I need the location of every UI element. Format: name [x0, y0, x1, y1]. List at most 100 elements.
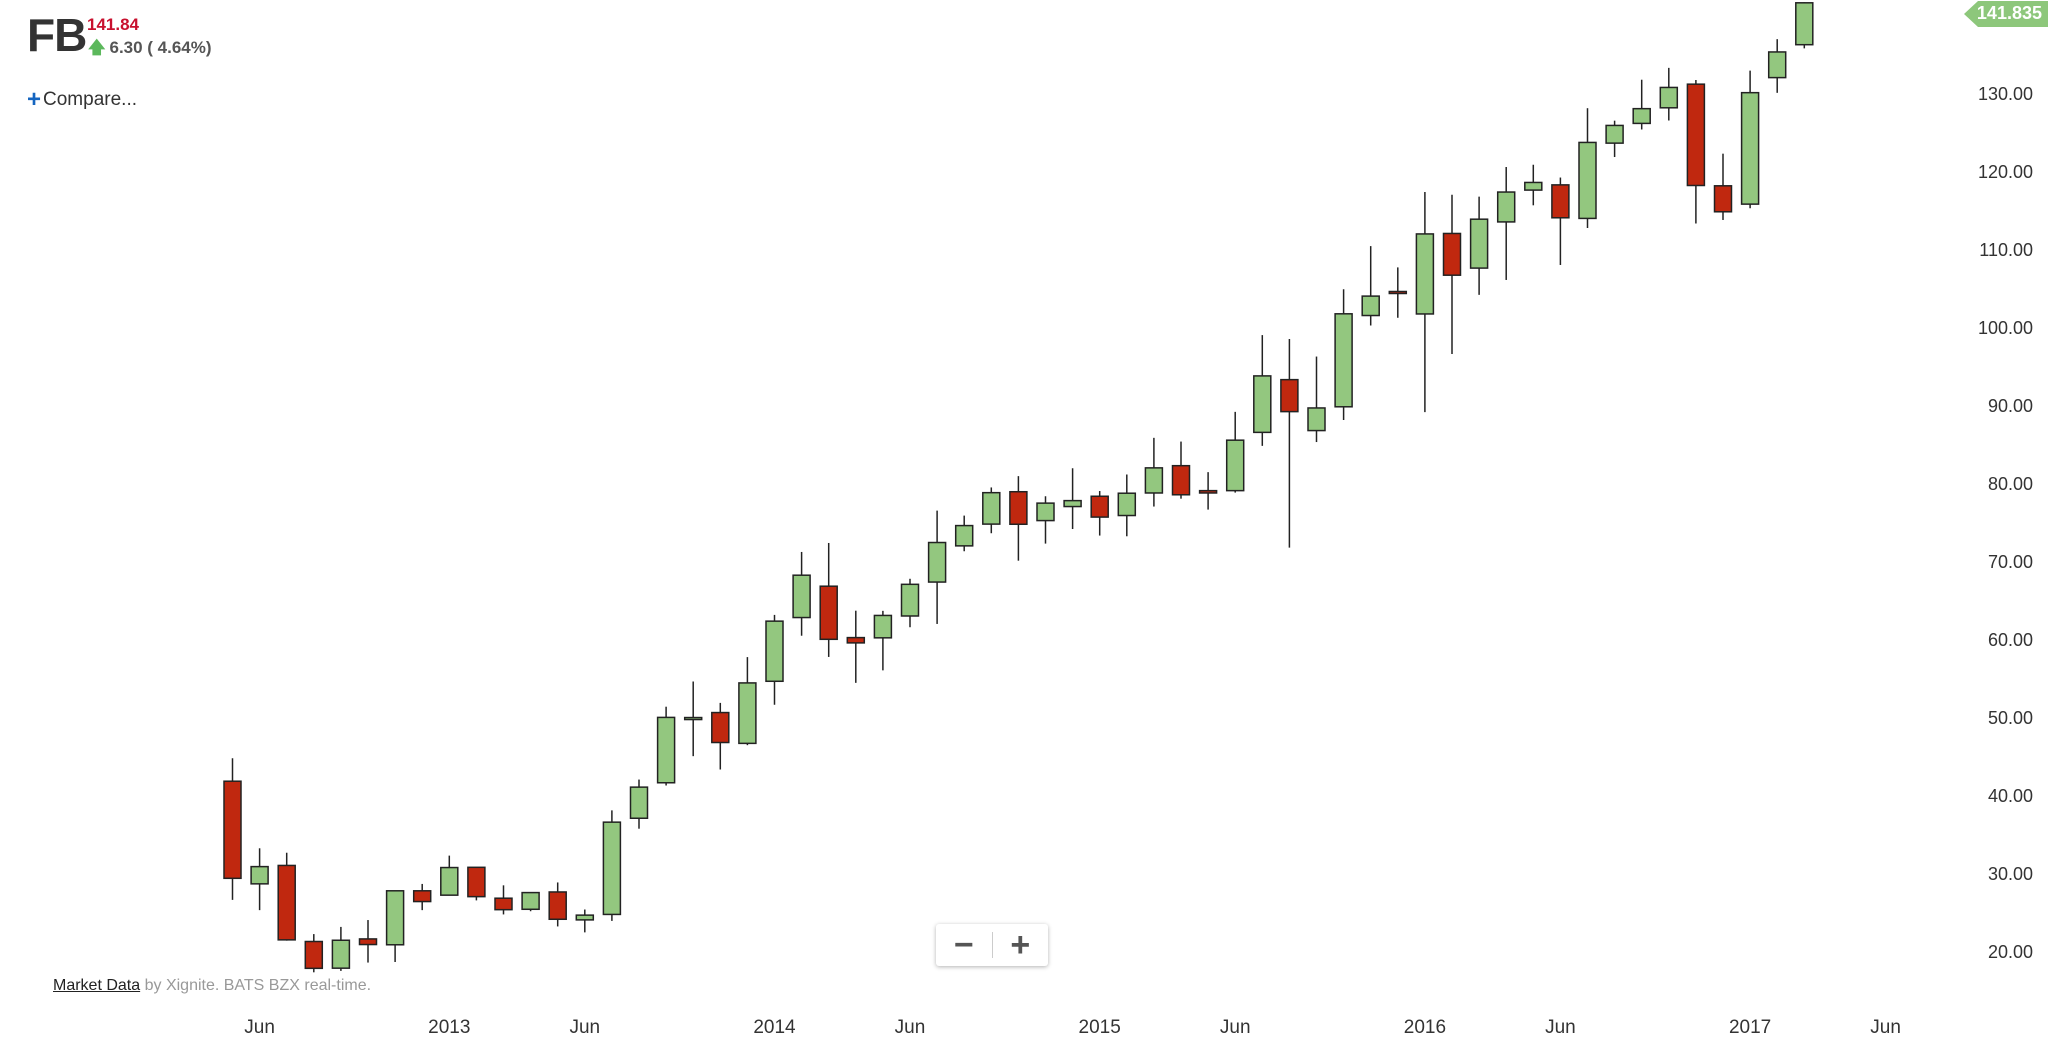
change-text: 6.30 ( 4.64%): [109, 38, 212, 57]
price: 141.84: [87, 15, 139, 34]
candle-body: [440, 866, 459, 896]
candle-body: [1361, 295, 1380, 317]
candle-body: [1090, 495, 1109, 518]
x-tick-label: Jun: [1870, 1017, 1901, 1038]
candle-body: [629, 786, 649, 820]
candle-body: [1388, 290, 1408, 295]
candle-body: [385, 890, 405, 946]
candle-body: [602, 821, 622, 916]
candle-body: [250, 865, 269, 885]
x-tick-label: 2015: [1079, 1017, 1121, 1038]
last-price-tag: [1964, 1, 2048, 27]
y-tick-label: 110.00: [1979, 240, 2033, 260]
y-tick-label: 20.00: [1988, 942, 2033, 962]
candle-body: [711, 711, 730, 744]
x-tick-label: Jun: [244, 1017, 275, 1038]
candle-body: [277, 864, 296, 941]
candle-body: [467, 866, 486, 898]
candle-body: [1740, 91, 1760, 205]
candle-body: [223, 780, 242, 880]
y-tick-label: 70.00: [1988, 552, 2033, 572]
last-price-label: 141.835: [1977, 3, 2042, 23]
x-tick-label: 2016: [1404, 1017, 1446, 1038]
candle-body: [1767, 51, 1787, 79]
candle-body: [575, 914, 595, 921]
candle-body: [1605, 124, 1624, 144]
y-tick-label: 100.00: [1978, 318, 2033, 338]
candle-body: [792, 574, 811, 619]
candle-body: [982, 491, 1001, 525]
candle-body: [1551, 184, 1570, 219]
candle-body: [412, 890, 432, 903]
candle-body: [1171, 464, 1191, 496]
candle-body: [1578, 141, 1597, 220]
candle-body: [1253, 375, 1272, 434]
compare-text: Compare...: [43, 89, 137, 110]
candle-body: [304, 940, 324, 970]
zoom-out[interactable]: −: [953, 926, 974, 964]
x-tick-label: Jun: [1545, 1017, 1576, 1038]
candle-body: [873, 614, 893, 639]
footer-text: by Xignite. BATS BZX real-time.: [144, 977, 372, 994]
y-tick-label: 130.00: [1978, 84, 2033, 104]
candle-body: [548, 891, 567, 921]
candle-body: [656, 716, 676, 784]
candle-body: [1280, 378, 1299, 413]
symbol: FB: [27, 9, 87, 61]
plus-icon: +: [27, 86, 42, 113]
candle-body: [494, 897, 513, 911]
x-tick-label: 2013: [428, 1017, 470, 1038]
y-tick-label: 80.00: [1988, 474, 2033, 494]
separator: [991, 932, 993, 958]
candle-body: [683, 716, 703, 721]
candle-body: [1442, 232, 1462, 276]
y-tick-label: 30.00: [1988, 864, 2033, 884]
zoom-in[interactable]: +: [1010, 926, 1031, 964]
x-tick-label: 2017: [1729, 1017, 1771, 1038]
zoom-control: − +: [936, 924, 1048, 966]
candle-body: [358, 938, 378, 946]
candle-body: [900, 583, 920, 617]
price-change: 🡅 6.30 ( 4.64%): [88, 35, 212, 64]
candle-body: [1469, 218, 1489, 269]
candle-body: [819, 585, 838, 641]
candle-body: [1063, 499, 1082, 508]
candle-body: [738, 682, 757, 745]
y-tick-label: 120.00: [1978, 162, 2033, 182]
candle-body: [1524, 181, 1543, 191]
market-data-link[interactable]: Market Data: [53, 977, 141, 994]
x-tick-label: Jun: [895, 1017, 926, 1038]
y-tick-label: 60.00: [1988, 630, 2033, 650]
candle-body: [331, 939, 351, 969]
candle-body: [927, 541, 947, 583]
x-tick-label: Jun: [1220, 1017, 1251, 1038]
y-tick-label: 90.00: [1988, 396, 2033, 416]
candle-body: [765, 620, 784, 683]
candle-body: [846, 636, 866, 644]
candle-body: [1496, 191, 1516, 223]
up-arrow: 🡅: [88, 38, 106, 57]
y-tick-label: 50.00: [1988, 708, 2033, 728]
candle-body: [1198, 489, 1218, 494]
candle-body: [521, 891, 540, 911]
x-tick-label: Jun: [569, 1017, 600, 1038]
candle-body: [1659, 86, 1679, 109]
candle-body: [1334, 313, 1353, 408]
candle-body: [1713, 185, 1733, 213]
candle-body: [1225, 439, 1245, 492]
candle-body: [1117, 492, 1137, 517]
candle-body: [1144, 467, 1164, 494]
candle-body: [1686, 83, 1706, 187]
footer: Market Data by Xignite. BATS BZX real-ti…: [50, 975, 375, 997]
candle-body: [1009, 490, 1028, 526]
candle-body: [954, 524, 974, 547]
x-tick-label: 2014: [753, 1017, 796, 1038]
candle-body: [1415, 233, 1435, 315]
compare-button[interactable]: + Compare...: [27, 86, 137, 114]
candle-body: [1307, 407, 1326, 432]
candle-body: [1036, 502, 1055, 522]
candle-body: [1632, 107, 1651, 125]
candle-body: [1795, 2, 1814, 46]
